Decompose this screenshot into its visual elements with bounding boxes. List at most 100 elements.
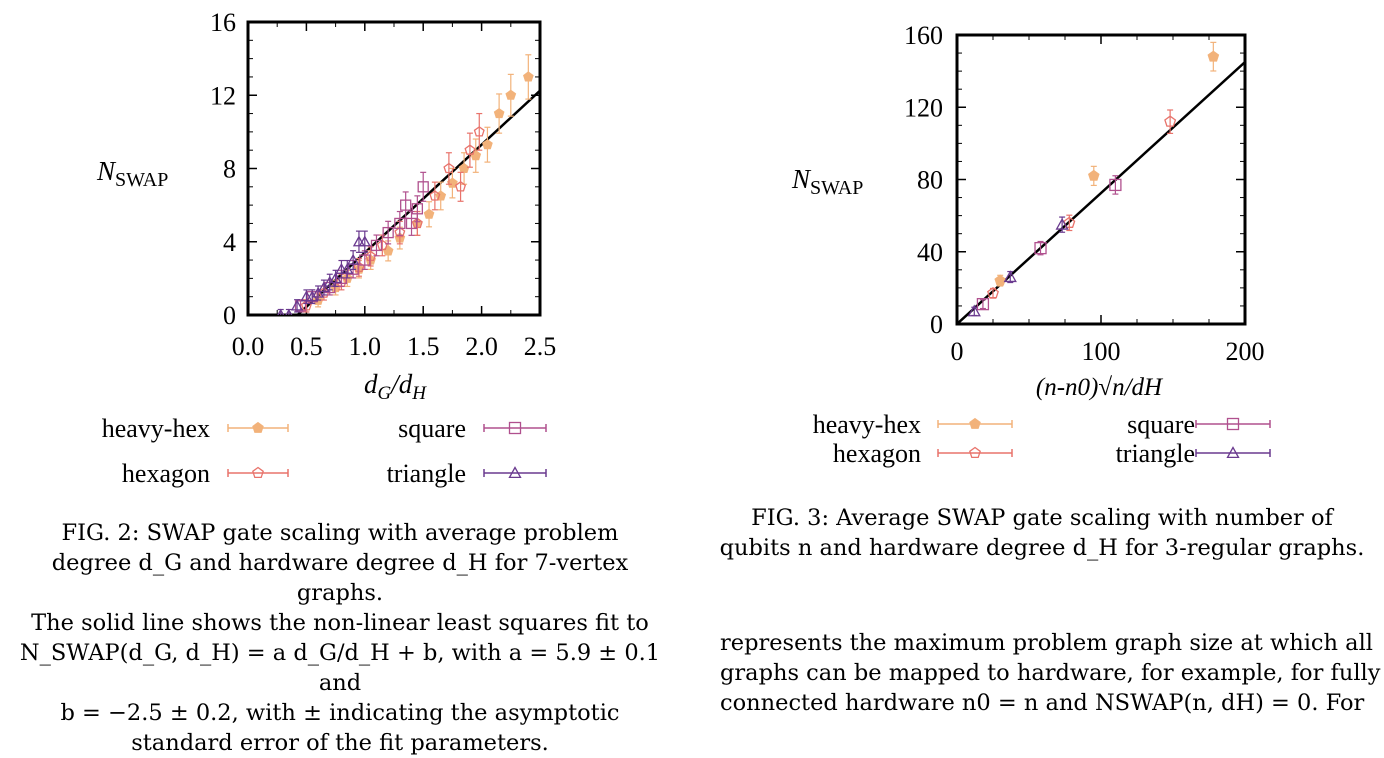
- data-point: [508, 421, 522, 435]
- legend-label: hexagon: [833, 439, 921, 468]
- body-line: connected hardware n0 = n and NSWAP(n, d…: [720, 690, 1365, 716]
- x-tick-label: 100: [1082, 337, 1121, 366]
- data-point: [400, 199, 412, 211]
- data-point: [473, 126, 485, 137]
- data-point: [464, 144, 476, 155]
- data-point: [987, 286, 999, 299]
- body-line: graphs can be mapped to hardware, for ex…: [720, 660, 1381, 686]
- data-point: [306, 290, 319, 302]
- legend-label: triangle: [387, 459, 466, 488]
- x-tick-label: 2.5: [524, 332, 557, 361]
- body-paragraph: represents the maximum problem graph siz…: [720, 628, 1380, 718]
- y-axis-label: NSWAP: [791, 164, 863, 199]
- data-point: [523, 71, 534, 82]
- x-axis-label: (n-n0)√n/dH: [1036, 374, 1164, 401]
- data-point: [365, 250, 377, 262]
- y-tick-label: 40: [917, 238, 943, 267]
- data-point: [1003, 270, 1017, 283]
- data-point: [1063, 216, 1076, 228]
- fig2-chart: 0.0 0.5 1.0 1.5 2.0 2.5 0 4 8 12 16 NSWAP dG/dH heavy…: [96, 8, 557, 488]
- y-tick-label: 0: [930, 310, 943, 339]
- y-tick-label: 8: [223, 155, 236, 184]
- data-point: [411, 203, 424, 215]
- data-point: [294, 300, 307, 312]
- data-point: [252, 466, 264, 479]
- plot-area: [957, 41, 1245, 324]
- fig2-caption-line: b = −2.5 ± 0.2, with ± indicating the as…: [60, 700, 620, 726]
- data-point: [411, 217, 423, 229]
- legend-label: heavy-hex: [813, 410, 921, 439]
- data-point: [1164, 115, 1177, 127]
- data-point: [1109, 178, 1122, 192]
- x-tick-label: 0.0: [232, 332, 265, 361]
- data-point: [394, 217, 406, 230]
- fig3-caption-line: FIG. 3: Average SWAP gate scaling with n…: [751, 505, 1333, 531]
- y-axis-label: NSWAP: [96, 156, 168, 191]
- y-tick-label: 4: [223, 228, 236, 257]
- data-point: [455, 180, 467, 192]
- data-point: [405, 217, 418, 230]
- legend-label: square: [398, 414, 466, 443]
- data-point: [1055, 217, 1069, 230]
- legend-label: triangle: [1116, 439, 1195, 468]
- data-point: [311, 286, 325, 298]
- fig3-caption-line: qubits n and hardware degree d_H for 3-r…: [719, 535, 1365, 561]
- data-point: [317, 281, 331, 293]
- data-point: [1207, 50, 1220, 62]
- y-tick-label: 16: [210, 8, 236, 37]
- data-point: [508, 466, 522, 479]
- data-point: [482, 139, 493, 150]
- data-point: [967, 304, 981, 317]
- data-point: [493, 107, 505, 119]
- data-point: [352, 235, 366, 247]
- fig3-caption: FIG. 3: Average SWAP gate scaling with n…: [710, 503, 1374, 563]
- data-point: [1088, 169, 1100, 181]
- data-point: [429, 190, 441, 201]
- data-point: [394, 226, 406, 238]
- data-point: [335, 262, 348, 274]
- x-tick-label: 0: [951, 337, 964, 366]
- data-point: [1226, 446, 1240, 459]
- data-point: [359, 254, 371, 266]
- fig2-caption-line: standard error of the fit parameters.: [131, 730, 549, 756]
- plot-area: [277, 54, 540, 315]
- data-point: [290, 299, 304, 311]
- legend-label: heavy-hex: [102, 414, 210, 443]
- legend-label: hexagon: [122, 459, 210, 488]
- data-point: [976, 297, 990, 311]
- y-tick-label: 160: [904, 21, 943, 50]
- data-point: [423, 208, 435, 219]
- x-tick-label: 1.5: [407, 332, 440, 361]
- data-point: [285, 308, 293, 315]
- legend-label: square: [1127, 410, 1195, 439]
- x-axis-label: dG/dH: [364, 369, 427, 404]
- data-point: [417, 181, 429, 193]
- data-point: [370, 239, 383, 252]
- fig2-caption-line: The solid line shows the non-linear leas…: [31, 610, 649, 636]
- data-point: [969, 417, 981, 429]
- data-point: [443, 162, 455, 174]
- data-point: [969, 446, 981, 459]
- plot-frame: [246, 20, 542, 317]
- x-tick-label: 200: [1226, 337, 1265, 366]
- fit-line: [295, 89, 540, 315]
- data-point: [323, 275, 336, 287]
- fig2-caption-line: N_SWAP(d_G, d_H) = a d_G/d_H + b, with a…: [19, 640, 661, 696]
- y-tick-label: 120: [904, 93, 943, 122]
- data-point: [277, 308, 285, 315]
- data-point: [341, 262, 354, 274]
- data-point: [300, 290, 313, 302]
- data-point: [382, 245, 394, 256]
- y-tick-label: 12: [210, 81, 236, 110]
- body-line: represents the maximum problem graph siz…: [720, 630, 1373, 656]
- x-tick-label: 0.5: [290, 332, 323, 361]
- data-point: [382, 226, 394, 239]
- data-point: [1226, 417, 1240, 431]
- data-point: [347, 253, 360, 265]
- fig2-caption-line: FIG. 2: SWAP gate scaling with average p…: [61, 520, 619, 546]
- data-point: [252, 421, 264, 433]
- x-tick-label: 2.0: [465, 332, 498, 361]
- fig2-caption: FIG. 2: SWAP gate scaling with average p…: [10, 518, 670, 758]
- data-point: [994, 274, 1006, 286]
- data-point: [505, 89, 517, 100]
